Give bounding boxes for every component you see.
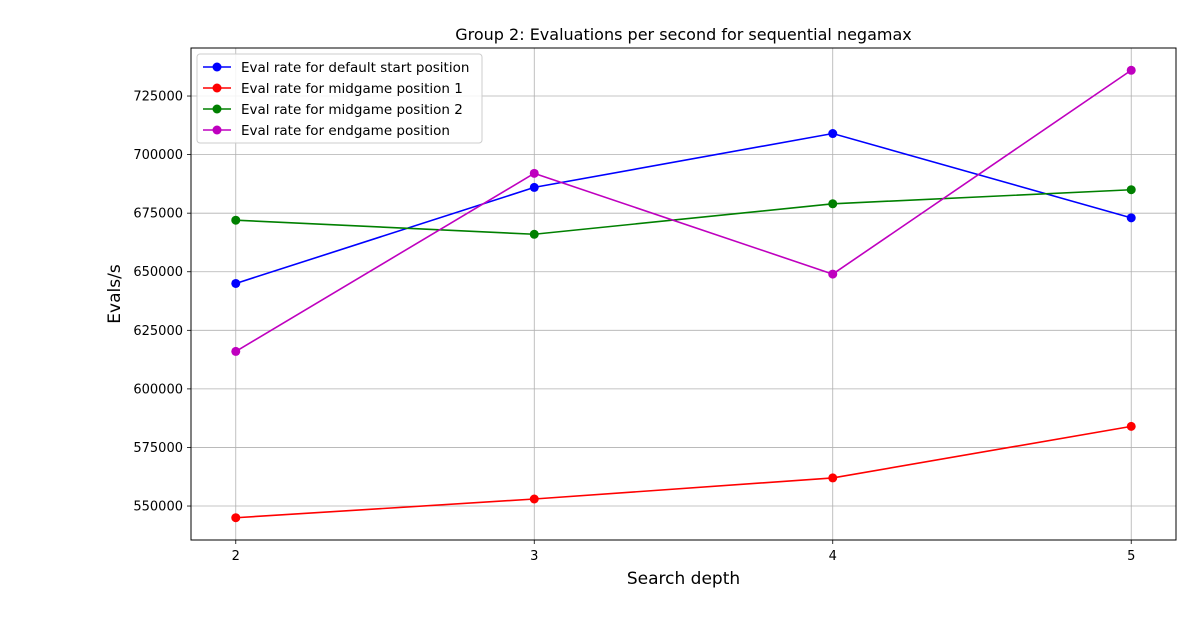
data-point [1126,213,1136,223]
x-tick-label: 2 [232,549,240,564]
y-tick-label: 575000 [133,441,183,456]
y-tick-label: 700000 [133,148,183,163]
series-line [235,425,1132,519]
x-tick-label: 5 [1127,549,1135,564]
series-3 [231,185,1136,239]
data-point [231,346,241,356]
series-4 [231,65,1136,356]
axis-ticks: 2 3 4 5 550000 575000 600000 625000 650000 675000… [133,90,1135,564]
series-2 [231,421,1136,523]
x-tick-label: 3 [530,549,538,564]
legend-marker [212,104,222,114]
data-point [828,199,838,209]
legend-marker [212,125,222,135]
legend-label: Eval rate for midgame position 1 [241,81,463,97]
data-point [529,182,539,192]
data-series [231,65,1136,523]
data-point [828,269,838,279]
legend-label: Eval rate for endgame position [241,123,450,139]
legend-box [196,53,483,144]
data-point [529,168,539,178]
legend-marker [212,62,222,72]
y-tick-label: 650000 [133,265,183,280]
legend-marker [212,83,222,93]
legend-item: Eval rate for default start position [203,60,469,76]
plot-frame [190,47,1177,541]
data-point [828,129,838,139]
x-tick-label: 4 [829,549,837,564]
data-point [1126,65,1136,75]
chart-title: Group 2: Evaluations per second for sequ… [455,25,912,44]
legend-item: Eval rate for midgame position 2 [203,102,463,118]
series-1 [231,129,1136,288]
data-point [529,229,539,239]
legend-item: Eval rate for endgame position [203,123,450,139]
series-line [235,132,1132,285]
data-point [828,473,838,483]
y-tick-label: 550000 [133,500,183,515]
series-line [235,188,1132,236]
legend: Eval rate for default start position Eval… [196,53,483,144]
y-tick-label: 625000 [133,324,183,339]
data-point [231,278,241,288]
y-tick-label: 725000 [133,90,183,105]
legend-label: Eval rate for midgame position 2 [241,102,463,118]
legend-label: Eval rate for default start position [241,60,469,76]
data-point [1126,185,1136,195]
legend-item: Eval rate for midgame position 1 [203,81,463,97]
data-point [1126,421,1136,431]
y-axis-label: Evals/s [105,264,125,324]
series-line [235,69,1132,353]
data-point [231,215,241,225]
y-tick-label: 675000 [133,207,183,222]
y-tick-label: 600000 [133,382,183,397]
data-point [529,494,539,504]
data-point [231,513,241,523]
x-axis-label: Search depth [627,569,740,589]
